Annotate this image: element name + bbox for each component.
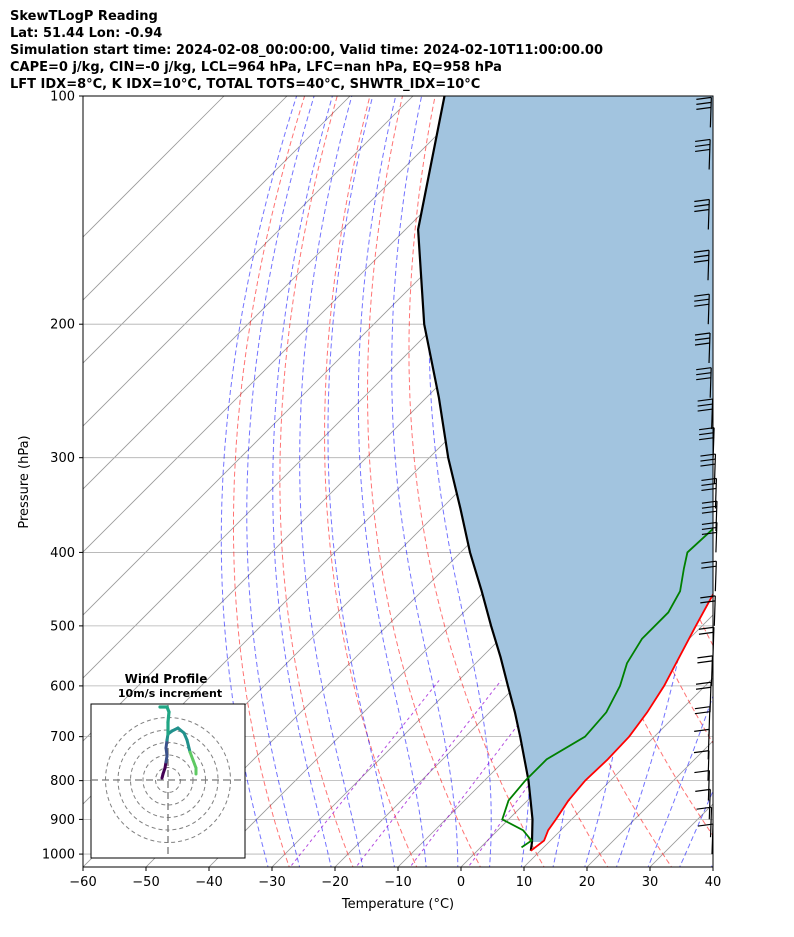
x-axis-ticks: −60 −50 −40 −30 −20 −10 0 10 20 30 40	[69, 867, 721, 890]
moist-adiabat-line	[679, 789, 713, 867]
wind-barb	[693, 750, 710, 781]
y-tick-label: 1000	[42, 848, 75, 863]
wind-barb	[701, 560, 717, 592]
chart-subtitle-indices: LFT IDX=8°C, K IDX=10°C, TOTAL TOTS=40°C…	[10, 77, 481, 92]
y-tick-label: 800	[50, 774, 75, 789]
y-tick-label: 700	[50, 730, 75, 745]
moist-adiabat-line	[246, 96, 315, 867]
x-tick-label: 20	[579, 875, 596, 890]
wind-barb	[694, 332, 711, 364]
x-tick-label: −60	[69, 875, 96, 890]
x-tick-label: −50	[132, 875, 159, 890]
cape-area	[418, 96, 713, 842]
isotherm-line	[712, 866, 713, 867]
wind-barb	[696, 806, 713, 838]
hodograph-subtitle: 10m/s increment	[118, 687, 222, 700]
moist-adiabat-line	[428, 96, 492, 867]
dry-adiabat-line	[367, 96, 481, 867]
x-tick-label: 40	[705, 875, 722, 890]
chart-subtitle-location: Lat: 51.44 Lon: -0.94	[10, 26, 163, 41]
wind-barb	[694, 728, 710, 760]
isotherm-line	[83, 96, 351, 364]
y-tick-label: 100	[50, 90, 75, 105]
wind-barb	[696, 367, 712, 398]
wind-barb	[695, 138, 711, 170]
wind-barb	[701, 500, 718, 532]
x-tick-label: 0	[457, 875, 465, 890]
dry-adiabat-line	[279, 96, 354, 867]
temperature-line	[530, 592, 713, 852]
dry-adiabat-line	[760, 79, 794, 870]
mixing-ratio-line	[355, 680, 502, 867]
y-axis-label: Pressure (hPa)	[17, 435, 32, 528]
y-tick-label: 600	[50, 679, 75, 694]
x-tick-label: 30	[642, 875, 659, 890]
wind-barb	[696, 96, 712, 128]
mixing-ratio-line	[289, 680, 440, 867]
chart-subtitle-times: Simulation start time: 2024-02-08_00:00:…	[10, 43, 603, 58]
y-tick-label: 300	[50, 451, 75, 466]
x-tick-label: −30	[258, 875, 285, 890]
wind-barb	[695, 681, 712, 713]
hodograph-title: Wind Profile	[125, 672, 208, 686]
dry-adiabat-line	[728, 79, 794, 870]
hodograph-inset: Wind Profile 10m/s increment	[90, 672, 246, 859]
x-tick-label: −10	[384, 875, 411, 890]
isotherm-line	[83, 96, 288, 301]
wind-barb	[701, 521, 718, 553]
x-tick-label: 10	[516, 875, 533, 890]
moist-adiabat-line	[647, 694, 713, 867]
moist-adiabat-line	[391, 96, 459, 867]
wind-barb	[693, 249, 710, 281]
parcel-profile-line	[416, 96, 534, 851]
x-tick-label: −20	[321, 875, 348, 890]
wind-barbs	[693, 96, 718, 855]
chart-subtitle-cape: CAPE=0 j/kg, CIN=-0 j/kg, LCL=964 hPa, L…	[10, 60, 502, 75]
moist-adiabat-line	[272, 96, 333, 867]
wind-barb	[694, 198, 710, 230]
wind-barb	[697, 398, 714, 430]
moist-adiabat-line	[357, 96, 427, 867]
isotherm-line	[83, 96, 414, 427]
wind-barb	[697, 655, 714, 686]
chart-titles: SkewTLogP Reading Lat: 51.44 Lon: -0.94 …	[10, 8, 603, 93]
y-tick-label: 200	[50, 318, 75, 333]
hodograph-segment	[185, 738, 192, 754]
y-tick-label: 400	[50, 546, 75, 561]
isotherm-line	[83, 96, 225, 238]
dry-adiabat-line	[233, 96, 306, 867]
isotherm-line	[334, 488, 713, 867]
isotherm-line	[83, 96, 477, 490]
dewpoint-line	[501, 527, 713, 849]
chart-title: SkewTLogP Reading	[10, 9, 158, 24]
moist-adiabat-line	[299, 96, 364, 867]
moist-adiabat-line	[327, 96, 395, 867]
wind-barb	[694, 293, 710, 325]
moist-adiabat-line	[220, 96, 298, 867]
wind-barb	[694, 769, 710, 801]
hodograph-segment	[166, 710, 171, 724]
y-tick-label: 500	[50, 619, 75, 634]
moist-adiabat-line	[710, 862, 713, 867]
dry-adiabat-line	[408, 96, 545, 867]
x-axis-label: Temperature (°C)	[341, 897, 454, 912]
y-tick-label: 900	[50, 813, 75, 828]
y-axis-ticks: 100 200 300 400 500 600 700 800 900 1000	[42, 90, 83, 863]
wind-barb	[695, 788, 711, 820]
x-tick-label: −40	[195, 875, 222, 890]
